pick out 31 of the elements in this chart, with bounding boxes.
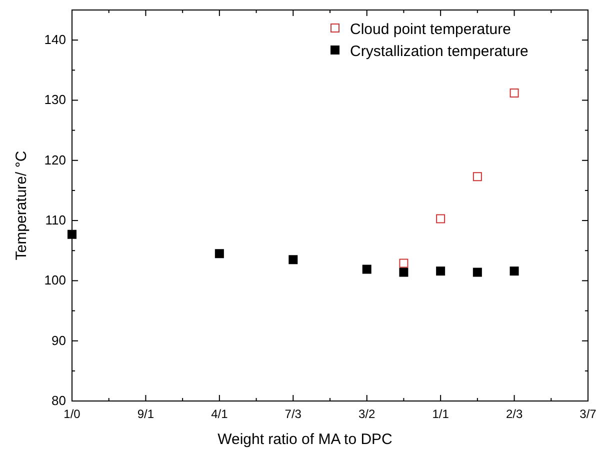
x-tick-label: 3/7 [580,407,597,421]
x-tick-label: 3/2 [358,407,376,421]
y-tick-label: 80 [52,393,66,408]
point [214,249,224,258]
x-tick-label: 9/1 [137,407,154,421]
x-tick-label: 2/3 [506,407,523,421]
y-tick-label: 90 [52,332,66,348]
point [510,88,519,98]
point [472,268,482,277]
point [288,255,298,264]
y-axis-title: Temperature/ °C [13,150,30,260]
y-tick-label: 130 [44,92,66,108]
point [436,266,446,276]
y-tick-label: 120 [44,152,66,168]
point [510,266,519,276]
point [436,214,446,224]
x-axis-title: Weight ratio of MA to DPC [218,431,393,448]
y-tick-label: 110 [45,212,66,228]
point [399,258,408,268]
x-tick-label: 4/1 [211,407,228,421]
y-tick-label: 140 [44,32,66,48]
x-tick-label: 7/3 [284,407,302,421]
point [68,230,76,239]
x-tick-label: 1/0 [64,407,81,421]
point [362,264,372,274]
y-tick-label: 100 [44,272,66,288]
point [399,268,408,277]
legend-label: Crystallization temperature [350,43,528,60]
legend-label: Cloud point temperature [350,21,511,38]
x-tick-label: 1/1 [432,407,450,421]
point [472,172,482,182]
